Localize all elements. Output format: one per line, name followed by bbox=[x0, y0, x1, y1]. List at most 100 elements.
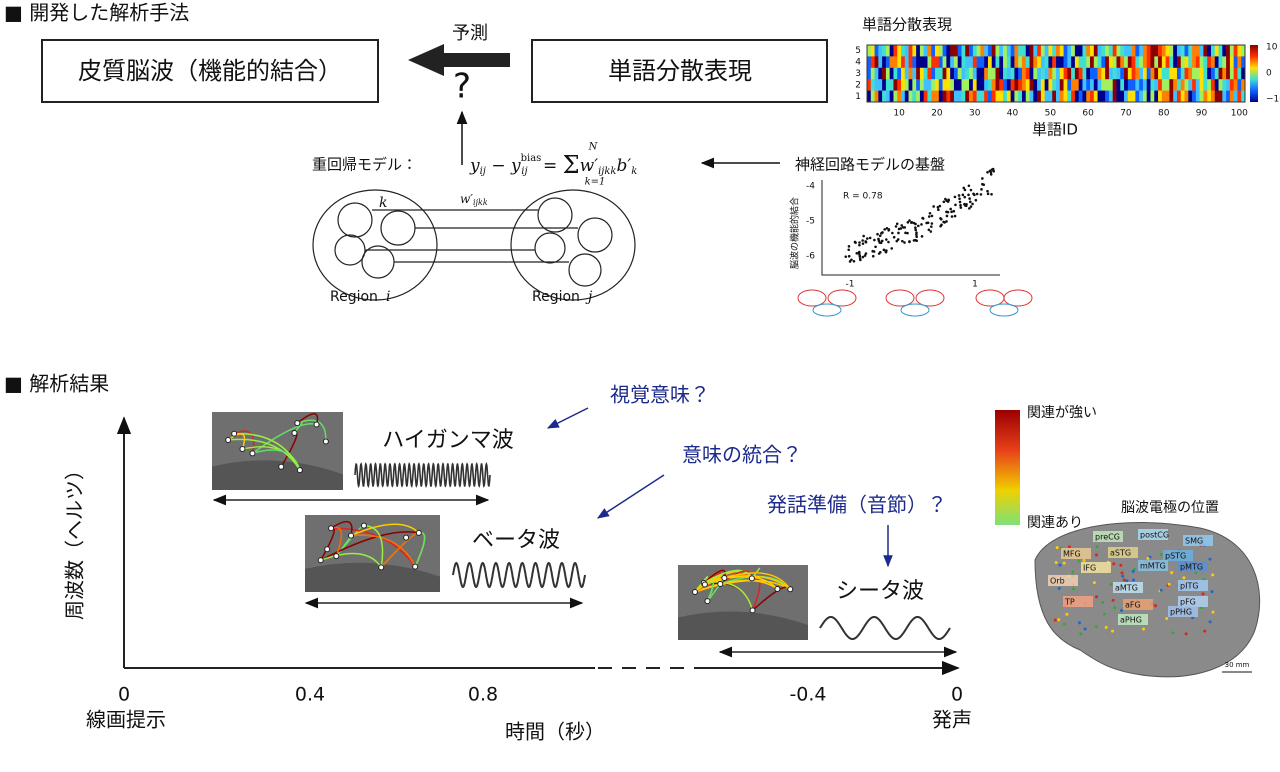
electrode-label: pPHG bbox=[1170, 608, 1192, 617]
scatter-dot bbox=[929, 230, 933, 233]
heat-cell bbox=[942, 56, 947, 69]
wave bbox=[819, 616, 951, 640]
brain-node bbox=[378, 564, 385, 571]
scatter-dot bbox=[915, 239, 918, 242]
heat-y-tick: 2 bbox=[855, 80, 861, 90]
heat-cell bbox=[1029, 67, 1034, 80]
tspan: ijkk bbox=[473, 198, 488, 207]
brain-link bbox=[703, 575, 791, 590]
electrode-dot bbox=[1203, 629, 1207, 633]
heat-cell bbox=[1173, 45, 1178, 57]
tspan: Region bbox=[532, 289, 580, 305]
heat-cell bbox=[874, 90, 879, 103]
heat-cell bbox=[946, 45, 951, 57]
electrode-dot bbox=[1170, 571, 1174, 575]
heat-cell bbox=[1158, 90, 1163, 103]
heat-cell bbox=[908, 67, 913, 80]
text: 0.8 bbox=[468, 684, 498, 706]
heat-cell bbox=[893, 56, 898, 69]
electrode-tag bbox=[1178, 580, 1208, 591]
scatter-dot bbox=[863, 254, 867, 257]
heat-cell bbox=[957, 67, 962, 80]
scatter-dot bbox=[912, 221, 916, 225]
tspan: j bbox=[585, 289, 593, 305]
heat-cell bbox=[1056, 56, 1061, 69]
scatter-dot bbox=[852, 260, 856, 263]
text: シータ波 bbox=[836, 579, 924, 604]
heat-cell bbox=[870, 45, 875, 57]
heat-cell bbox=[931, 45, 936, 57]
electrode-tag bbox=[1178, 596, 1208, 607]
heat-x-tick: 20 bbox=[931, 109, 943, 119]
heat-cell bbox=[1021, 45, 1027, 57]
heat-cell bbox=[1044, 56, 1049, 69]
heat-cell bbox=[1033, 56, 1038, 69]
scatter-dot bbox=[903, 226, 907, 229]
electrode-dot bbox=[1067, 545, 1071, 549]
heat-cell bbox=[1029, 45, 1034, 57]
scatter-dot bbox=[954, 203, 957, 207]
heat-cell bbox=[935, 90, 940, 103]
rect bbox=[995, 410, 1020, 525]
heat-cell bbox=[942, 45, 947, 57]
scatter-dot bbox=[873, 238, 876, 242]
heat-cell bbox=[950, 56, 955, 69]
electrode-dot bbox=[1092, 581, 1096, 585]
heat-cell bbox=[1059, 45, 1064, 57]
electrode-tag bbox=[1123, 599, 1153, 610]
brain-link bbox=[228, 438, 301, 471]
heat-cell bbox=[1033, 79, 1038, 91]
heat-cell bbox=[1241, 90, 1246, 103]
brain-link bbox=[234, 433, 301, 471]
heat-cell bbox=[1097, 79, 1102, 91]
heat-cell bbox=[1237, 56, 1242, 69]
electrode-dot bbox=[1211, 573, 1215, 577]
heat-cell bbox=[1108, 90, 1113, 103]
heat-cell bbox=[1158, 56, 1163, 69]
heat-cell bbox=[1018, 45, 1023, 57]
electrode-dot bbox=[1054, 560, 1058, 564]
heat-cell bbox=[1101, 56, 1106, 69]
heat-cell bbox=[867, 90, 872, 103]
text: 関連あり bbox=[1027, 515, 1083, 531]
heat-x-tick: 30 bbox=[969, 109, 981, 119]
heat-cell bbox=[1071, 67, 1076, 80]
heat-cell bbox=[935, 45, 940, 57]
brains bbox=[212, 412, 808, 640]
electrode-dot bbox=[1132, 578, 1136, 582]
heat-x-tick: 40 bbox=[1007, 109, 1019, 119]
heat-cell bbox=[1237, 79, 1242, 91]
heat-cell bbox=[1067, 67, 1072, 80]
scatter-dot bbox=[963, 188, 967, 192]
electrode-dot bbox=[1095, 595, 1099, 599]
brain-node bbox=[328, 525, 335, 532]
heat-cell bbox=[1082, 79, 1087, 91]
text: Region i bbox=[330, 289, 390, 305]
heat-cell bbox=[908, 79, 913, 91]
scatter-dot bbox=[884, 250, 888, 254]
heat-cell bbox=[1237, 45, 1242, 57]
heat-cell bbox=[1222, 90, 1227, 103]
heat-cell bbox=[1203, 56, 1208, 69]
text: 時間（秒） bbox=[505, 720, 605, 744]
heat-cell bbox=[893, 45, 898, 57]
heat-cell bbox=[867, 79, 872, 91]
heat-cell bbox=[1052, 56, 1057, 69]
heat-cell bbox=[1210, 90, 1216, 103]
heat-cell bbox=[1044, 67, 1049, 80]
scatter-dot bbox=[947, 198, 950, 202]
brain-node bbox=[348, 532, 355, 539]
electrode-dot bbox=[1111, 629, 1115, 633]
brain-node bbox=[749, 607, 756, 614]
heat-cell bbox=[1229, 90, 1234, 103]
heat-cell bbox=[1180, 90, 1185, 103]
text: 皮質脳波（機能的結合） bbox=[78, 57, 342, 85]
ellipse bbox=[797, 289, 827, 307]
heat-cell bbox=[870, 79, 875, 91]
heat-cell bbox=[919, 67, 924, 80]
brain-node bbox=[415, 529, 422, 536]
heat-cell bbox=[1074, 67, 1079, 80]
text: ■ 解析結果 bbox=[4, 372, 109, 396]
electrode-label: postCG bbox=[1140, 531, 1169, 540]
heat-cell bbox=[904, 67, 909, 80]
